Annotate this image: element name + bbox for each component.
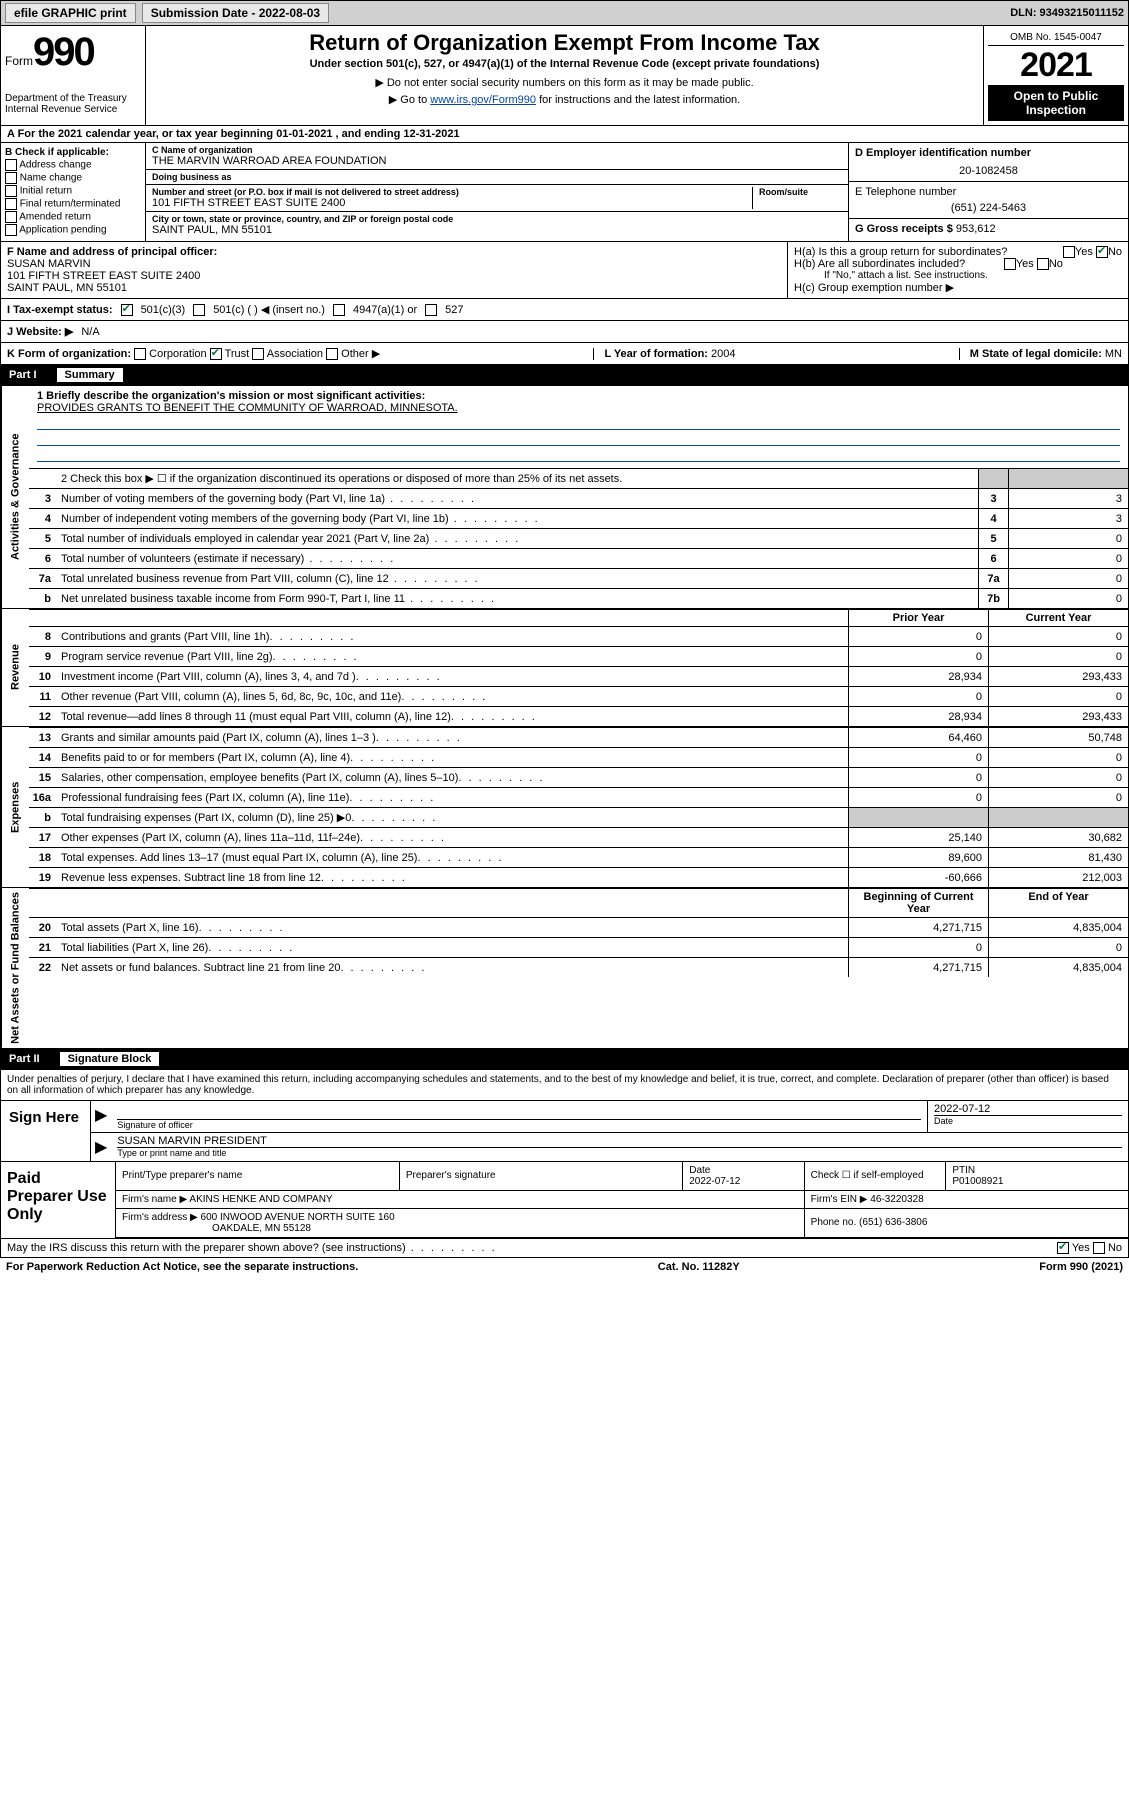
summary-line: bTotal fundraising expenses (Part IX, co… (29, 807, 1128, 827)
form-subtitle-1: Under section 501(c), 527, or 4947(a)(1)… (154, 58, 975, 70)
summary-line: 20Total assets (Part X, line 16)4,271,71… (29, 917, 1128, 937)
box-b: B Check if applicable: Address change Na… (1, 143, 146, 241)
summary-line: 4Number of independent voting members of… (29, 508, 1128, 528)
preparer-phone: (651) 636-3806 (859, 1217, 927, 1228)
section-fh: F Name and address of principal officer:… (0, 242, 1129, 299)
box-d: D Employer identification number 20-1082… (848, 143, 1128, 241)
signature-block: Under penalties of perjury, I declare th… (0, 1070, 1129, 1162)
checkbox-discuss-yes[interactable] (1057, 1242, 1069, 1254)
submission-date: Submission Date - 2022-08-03 (142, 3, 329, 23)
paid-preparer-block: Paid Preparer Use Only Print/Type prepar… (0, 1162, 1129, 1239)
phone: (651) 224-5463 (855, 202, 1122, 214)
officer-name: SUSAN MARVIN (7, 258, 781, 270)
checkbox-trust[interactable] (210, 348, 222, 360)
summary-line: 15Salaries, other compensation, employee… (29, 767, 1128, 787)
summary-line: 3Number of voting members of the governi… (29, 488, 1128, 508)
vlabel-governance: Activities & Governance (1, 386, 29, 608)
firm-name: AKINS HENKE AND COMPANY (189, 1194, 332, 1205)
row-a-tax-year: A For the 2021 calendar year, or tax yea… (0, 126, 1129, 143)
net-assets-block: Net Assets or Fund Balances Beginning of… (0, 888, 1129, 1049)
summary-line: 18Total expenses. Add lines 13–17 (must … (29, 847, 1128, 867)
row-j: J Website: ▶ N/A (0, 321, 1129, 343)
expenses-block: Expenses 13Grants and similar amounts pa… (0, 727, 1129, 888)
omb-number: OMB No. 1545-0047 (988, 30, 1124, 46)
summary-line: 17Other expenses (Part IX, column (A), l… (29, 827, 1128, 847)
summary-line: 21Total liabilities (Part X, line 26)00 (29, 937, 1128, 957)
tax-year: 2021 (988, 46, 1124, 85)
form-number: 990 (33, 30, 94, 74)
irs-link[interactable]: www.irs.gov/Form990 (430, 94, 536, 106)
dept-treasury: Department of the Treasury Internal Reve… (5, 93, 141, 115)
summary-line: 5Total number of individuals employed in… (29, 528, 1128, 548)
form-header: Form990 Department of the Treasury Inter… (0, 26, 1129, 126)
street-address: 101 FIFTH STREET EAST SUITE 2400 (152, 197, 752, 209)
form-word: Form (5, 54, 33, 68)
vlabel-revenue: Revenue (1, 609, 29, 726)
summary-line: 11Other revenue (Part VIII, column (A), … (29, 686, 1128, 706)
vlabel-net-assets: Net Assets or Fund Balances (1, 888, 29, 1048)
sign-here-label: Sign Here (1, 1101, 91, 1161)
section-bcd: B Check if applicable: Address change Na… (0, 143, 1129, 242)
summary-line: 12Total revenue—add lines 8 through 11 (… (29, 706, 1128, 726)
org-name: THE MARVIN WARROAD AREA FOUNDATION (152, 155, 842, 167)
website: N/A (81, 326, 99, 338)
part-1-header: Part I Summary (0, 365, 1129, 386)
signature-date: 2022-07-12 (934, 1103, 1122, 1115)
summary-line: bNet unrelated business taxable income f… (29, 588, 1128, 608)
open-public-badge: Open to Public Inspection (988, 85, 1124, 121)
footer: For Paperwork Reduction Act Notice, see … (0, 1258, 1129, 1276)
dln: DLN: 93493215011152 (1010, 7, 1124, 19)
mission-text: PROVIDES GRANTS TO BENEFIT THE COMMUNITY… (37, 402, 1120, 414)
signature-declaration: Under penalties of perjury, I declare th… (1, 1070, 1128, 1101)
officer-name-title: SUSAN MARVIN PRESIDENT (117, 1135, 1122, 1147)
box-h: H(a) Is this a group return for subordin… (788, 242, 1128, 298)
governance-block: Activities & Governance 1 Briefly descri… (0, 386, 1129, 609)
box-f: F Name and address of principal officer:… (1, 242, 788, 298)
summary-line: 14Benefits paid to or for members (Part … (29, 747, 1128, 767)
revenue-block: Revenue Prior Year Current Year 8Contrib… (0, 609, 1129, 727)
firm-ein: 46-3220328 (870, 1194, 923, 1205)
summary-line: 10Investment income (Part VIII, column (… (29, 666, 1128, 686)
summary-line: 19Revenue less expenses. Subtract line 1… (29, 867, 1128, 887)
top-bar: efile GRAPHIC print Submission Date - 20… (0, 0, 1129, 26)
summary-line: 8Contributions and grants (Part VIII, li… (29, 626, 1128, 646)
summary-line: 7aTotal unrelated business revenue from … (29, 568, 1128, 588)
vlabel-expenses: Expenses (1, 727, 29, 887)
row-i: I Tax-exempt status: 501(c)(3) 501(c) ( … (0, 299, 1129, 321)
summary-line: 9Program service revenue (Part VIII, lin… (29, 646, 1128, 666)
row-k: K Form of organization: Corporation Trus… (0, 343, 1129, 365)
summary-line: 13Grants and similar amounts paid (Part … (29, 727, 1128, 747)
arrow-icon: ▶ (91, 1101, 111, 1132)
paid-preparer-label: Paid Preparer Use Only (1, 1162, 116, 1238)
efile-button[interactable]: efile GRAPHIC print (5, 3, 136, 23)
summary-line: 16aProfessional fundraising fees (Part I… (29, 787, 1128, 807)
part-2-header: Part II Signature Block (0, 1049, 1129, 1070)
form-subtitle-2: ▶ Do not enter social security numbers o… (154, 76, 975, 89)
ein: 20-1082458 (855, 165, 1122, 177)
checkbox-501c3[interactable] (121, 304, 133, 316)
box-c: C Name of organization THE MARVIN WARROA… (146, 143, 848, 241)
form-title: Return of Organization Exempt From Incom… (154, 30, 975, 56)
gross-receipts: 953,612 (956, 223, 996, 235)
city-state-zip: SAINT PAUL, MN 55101 (152, 224, 842, 236)
irs-discuss-row: May the IRS discuss this return with the… (0, 1239, 1129, 1258)
summary-line: 22Net assets or fund balances. Subtract … (29, 957, 1128, 977)
form-subtitle-3: ▶ Go to www.irs.gov/Form990 for instruct… (154, 93, 975, 106)
summary-line: 6Total number of volunteers (estimate if… (29, 548, 1128, 568)
ptin: P01008921 (952, 1176, 1003, 1187)
